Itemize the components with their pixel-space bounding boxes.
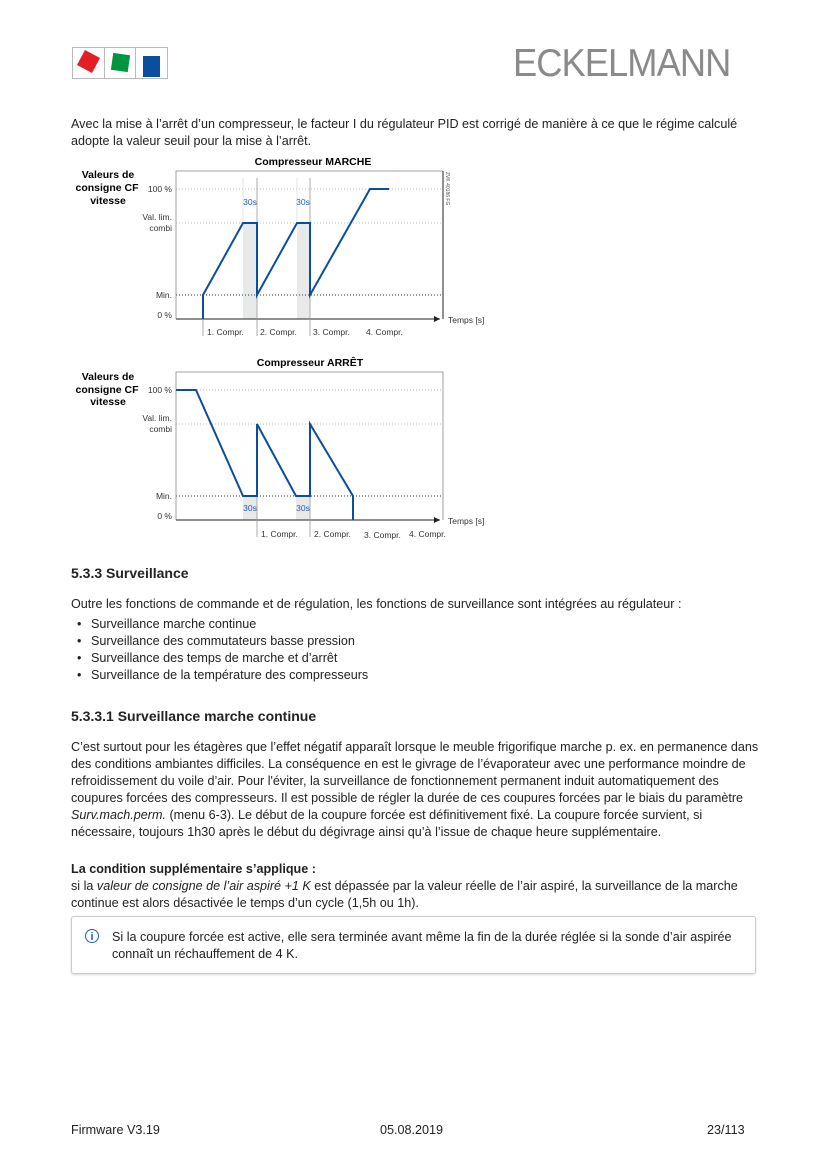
brand-logo-text: ECKELMANN xyxy=(513,42,731,85)
delay-band xyxy=(296,496,310,520)
y-title-line: consigne CF xyxy=(75,384,139,396)
x-axis-label: Temps [s] xyxy=(448,516,484,526)
compr-label: 3. Compr. xyxy=(313,327,350,337)
delay-label: 30s xyxy=(243,503,257,513)
text-run: est dépassée par la valeur réelle de l’a… xyxy=(71,879,738,910)
eckelmann-logo-mark xyxy=(72,47,168,79)
delay-band xyxy=(243,223,257,319)
diagram-marche: Compresseur MARCHE Valeurs de consigne C… xyxy=(75,156,484,337)
y-axis-title: Valeurs de consigne CF vitesse xyxy=(75,371,139,408)
compressor-diagrams: Compresseur MARCHE Valeurs de consigne C… xyxy=(75,156,484,540)
label-min: Min. xyxy=(156,491,172,501)
list-item: Surveillance des temps de marche et d’ar… xyxy=(71,650,368,667)
list-item: Surveillance de la température des compr… xyxy=(71,667,368,684)
y-title-line: Valeurs de xyxy=(82,169,135,181)
compr-label: 1. Compr. xyxy=(261,529,298,539)
diagram-title: Compresseur ARRÊT xyxy=(257,356,364,369)
figure-code: ZVK 40186 FG xyxy=(444,172,450,205)
y-axis-title: Valeurs de consigne CF vitesse xyxy=(75,169,139,207)
label-100: 100 % xyxy=(148,385,173,395)
section-heading-5-3-3-1: 5.3.3.1 Surveillance marche continue xyxy=(71,708,317,724)
label-zero: 0 % xyxy=(157,511,172,521)
setpoint-curve xyxy=(176,389,354,520)
compr-label: 2. Compr. xyxy=(314,529,351,539)
compr-label: 2. Compr. xyxy=(260,327,297,337)
text-run: C’est surtout pour les étagères que l’ef… xyxy=(71,740,759,805)
list-item: Surveillance des commutateurs basse pres… xyxy=(71,633,368,650)
parameter-name: Surv.mach.perm. xyxy=(71,808,166,822)
label-zero: 0 % xyxy=(157,310,172,320)
label-combi: combi xyxy=(149,223,172,233)
list-item: Surveillance marche continue xyxy=(71,616,368,633)
delay-band xyxy=(297,223,310,319)
x-axis-label: Temps [s] xyxy=(448,315,484,325)
y-title-line: vitesse xyxy=(90,396,126,408)
footer-firmware: Firmware V3.19 xyxy=(71,1123,160,1137)
section-paragraph: C’est surtout pour les étagères que l’ef… xyxy=(71,739,761,841)
emphasis: valeur de consigne de l’air aspiré +1 K xyxy=(96,879,311,893)
intro-paragraph: Avec la mise à l’arrêt d’un compresseur,… xyxy=(71,117,738,148)
diagram-arret: Compresseur ARRÊT Valeurs de consigne CF… xyxy=(75,356,484,540)
label-val-lim: Val. lim. xyxy=(142,413,172,423)
text-run: (menu 6-3). Le début de la coupure forcé… xyxy=(71,808,703,839)
info-icon: i xyxy=(85,929,99,943)
y-title-line: Valeurs de xyxy=(82,371,135,383)
note-text: Si la coupure forcée est active, elle se… xyxy=(112,930,732,961)
delay-label: 30s xyxy=(296,503,310,513)
footer-page: 23/113 xyxy=(707,1123,745,1137)
section-paragraph: Outre les fonctions de commande et de ré… xyxy=(71,597,682,611)
label-min: Min. xyxy=(156,290,172,300)
delay-band xyxy=(243,496,257,520)
info-note: i Si la coupure forcée est active, elle … xyxy=(71,916,756,974)
section-heading-5-3-3: 5.3.3 Surveillance xyxy=(71,565,189,581)
compr-label: 4. Compr. xyxy=(366,327,403,337)
compr-label: 1. Compr. xyxy=(207,327,244,337)
y-title-line: vitesse xyxy=(90,195,126,207)
text-run: si la xyxy=(71,879,97,893)
setpoint-curve xyxy=(202,188,389,319)
footer-date: 05.08.2019 xyxy=(380,1123,444,1137)
surveillance-list: Surveillance marche continue Surveillanc… xyxy=(71,616,368,684)
compr-label: 4. Compr. xyxy=(409,529,446,539)
compr-label: 3. Compr. xyxy=(364,530,401,540)
y-title-line: consigne CF xyxy=(75,182,139,194)
delay-label: 30s xyxy=(243,197,257,207)
label-combi: combi xyxy=(149,424,172,434)
label-val-lim: Val. lim. xyxy=(142,212,172,222)
condition-title: La condition supplémentaire s’applique : xyxy=(71,862,316,876)
diagram-title: Compresseur MARCHE xyxy=(255,156,372,168)
condition-paragraph: si la valeur de consigne de l’air aspiré… xyxy=(71,878,761,912)
delay-label: 30s xyxy=(296,197,310,207)
label-100: 100 % xyxy=(148,184,173,194)
